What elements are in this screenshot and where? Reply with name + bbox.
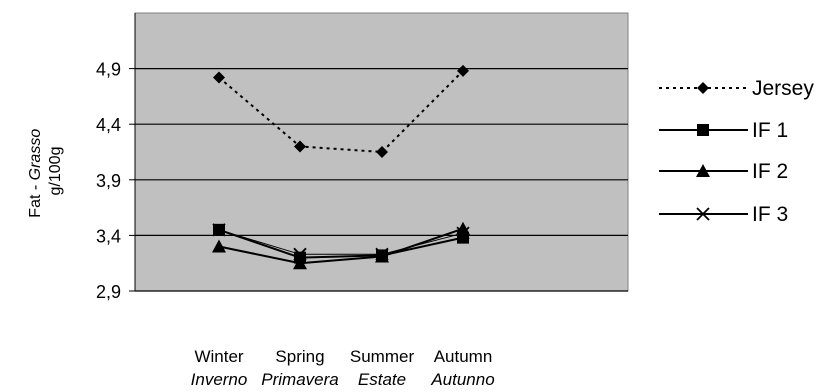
x-tick-label: Autumn	[434, 347, 493, 366]
series-line	[218, 228, 464, 259]
legend-label: IF 1	[752, 119, 788, 142]
legend-entry: IF 2	[659, 160, 788, 183]
series-line	[218, 70, 464, 154]
data-point	[375, 247, 389, 261]
data-point	[213, 71, 225, 84]
x-axis: Winter Inverno Spring Primavera Summer Estate…	[135, 290, 628, 389]
legend-marker	[696, 164, 710, 177]
series-line	[218, 227, 464, 265]
legend-marker	[697, 82, 709, 94]
legend: Jersey IF 1 IF 2 IF 3	[659, 77, 814, 226]
y-axis: 2,9 3,4 3,9 4,4 4,9	[96, 13, 136, 302]
y-tick-label: 4,4	[96, 115, 121, 135]
data-point	[456, 221, 470, 235]
data-point	[375, 249, 389, 263]
legend-marker	[697, 124, 709, 136]
series-layer	[212, 64, 470, 270]
data-point	[212, 239, 226, 253]
y-axis-title-line1: Fat - Grasso	[27, 129, 44, 218]
data-point	[294, 140, 306, 153]
series-jersey	[213, 64, 469, 158]
data-point	[293, 256, 307, 270]
legend-label: IF 3	[752, 203, 788, 226]
data-point	[293, 247, 307, 261]
x-tick-label: Winter	[194, 347, 243, 366]
y-axis-title: Fat - Grasso g/100g	[27, 124, 64, 217]
x-tick-label-italian: Autunno	[430, 370, 494, 389]
legend-marker	[696, 207, 710, 221]
x-tick-label-italian: Primavera	[261, 370, 338, 389]
series-if-3	[212, 223, 470, 261]
series-if-2	[212, 221, 470, 270]
y-tick-label: 4,9	[96, 60, 121, 80]
data-point	[456, 226, 470, 240]
y-tick-label: 2,9	[96, 282, 121, 302]
data-point	[457, 64, 469, 77]
legend-entry: IF 1	[659, 119, 788, 142]
y-tick-label: 3,4	[96, 226, 121, 246]
x-tick-label-italian: Estate	[358, 370, 406, 389]
legend-label: Jersey	[752, 77, 814, 100]
y-axis-title-line2: g/100g	[47, 147, 64, 196]
data-point	[212, 223, 226, 237]
data-point	[376, 146, 388, 158]
series-line	[218, 229, 464, 255]
legend-entry: Jersey	[659, 77, 814, 100]
legend-entry: IF 3	[659, 203, 788, 226]
x-tick-label-italian: Inverno	[191, 370, 248, 389]
y-tick-label: 3,9	[96, 171, 121, 191]
x-tick-label: Spring	[275, 347, 324, 366]
legend-label: IF 2	[752, 160, 788, 183]
x-tick-label: Summer	[350, 347, 415, 366]
